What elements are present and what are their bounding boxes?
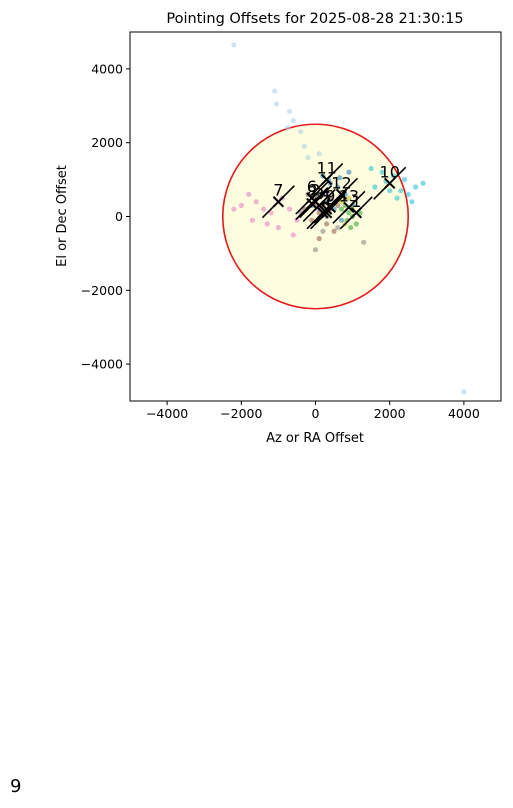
scatter-point [387, 188, 393, 194]
marker-cross [320, 207, 333, 219]
marker-label: 11 [316, 159, 336, 178]
scatter-point [346, 210, 352, 216]
scatter-point [420, 180, 426, 186]
scatter-point [275, 224, 281, 231]
y-tick-label: 2000 [91, 135, 123, 150]
axes: −4000 −2000 0 2000 4000 −4000 −2000 0 2000 4000 [81, 31, 502, 421]
marker-cross [383, 177, 396, 189]
x-tick-label: 2000 [374, 406, 406, 421]
y-tick-label: 0 [115, 209, 123, 224]
scatter-point [272, 88, 278, 94]
scatter-point [401, 177, 408, 183]
x-tick-label: −4000 [146, 406, 188, 421]
scatter-point [290, 117, 296, 124]
scatter-point [253, 199, 259, 205]
scatter-point [361, 239, 367, 245]
scatter-point [290, 232, 296, 238]
scatter-point [309, 217, 315, 223]
y-tick-label: 4000 [91, 61, 123, 76]
scatter-point [338, 217, 345, 223]
scatter-point [338, 206, 345, 212]
scatter-point [335, 202, 341, 209]
y-tick-label: −4000 [81, 357, 123, 372]
marker-cross [320, 173, 333, 186]
scatter-point [316, 151, 322, 157]
scatter-point [409, 199, 415, 205]
scatter-point [327, 195, 333, 201]
plot-area: 12345678910111213 [221, 42, 467, 395]
marker-cross [343, 201, 355, 213]
scatter-point [331, 228, 337, 234]
scatter-point [379, 169, 385, 175]
scatter-point [346, 169, 352, 175]
y-axis-label: El or Dec Offset [55, 165, 70, 267]
scatter-point [338, 199, 345, 205]
scatter-point [398, 188, 404, 194]
marker-label: 9 [325, 186, 335, 205]
scatter-point [353, 221, 359, 227]
scatter-point [298, 129, 304, 135]
scatter-point [286, 108, 293, 114]
page-number: 9 [10, 776, 22, 797]
marker-label: 8 [307, 183, 317, 202]
scatter-point [285, 125, 291, 131]
scatter-point [320, 228, 326, 234]
chart-title: Pointing Offsets for 2025-08-28 21:30:15 [166, 11, 463, 27]
scatter-point [238, 202, 244, 209]
marker-label: 5 [322, 188, 332, 207]
scatter-point [273, 101, 280, 107]
scatter-point [335, 184, 341, 190]
scatter-point [286, 206, 293, 212]
marker-label: 13 [339, 186, 359, 205]
scatter-point [301, 143, 307, 149]
scatter-point [231, 206, 237, 212]
scatter-point [246, 191, 252, 197]
marker-cross [350, 207, 363, 219]
x-tick-label: 4000 [448, 406, 480, 421]
scatter-point [337, 175, 343, 181]
scatter-point [335, 224, 341, 231]
scatter-point [372, 184, 378, 190]
marker-label: 12 [331, 173, 351, 192]
marker-label: 10 [380, 162, 400, 181]
scatter-point [324, 221, 330, 227]
scatter-point [264, 221, 270, 227]
marker-cross [306, 197, 318, 210]
x-axis-label: Az or RA Offset [266, 431, 364, 446]
scatter-point [260, 206, 267, 212]
scatter-point [316, 236, 322, 242]
y-tick-label: −2000 [81, 283, 123, 298]
x-tick-label: 0 [312, 406, 320, 421]
marker-label: 3 [314, 184, 324, 203]
scatter-point [405, 191, 411, 197]
scatter-point [394, 195, 400, 201]
scatter-point [346, 195, 352, 201]
marker-cross [272, 196, 285, 208]
scatter-point [305, 154, 311, 161]
scatter-point [413, 184, 419, 190]
scatter-point [368, 165, 374, 172]
x-tick-label: −2000 [220, 406, 262, 421]
marker-label: 4 [322, 192, 332, 211]
marker-label: 1 [351, 192, 361, 211]
marker-label: 7 [273, 181, 283, 200]
marker-cross [335, 188, 348, 201]
scatter-point [461, 389, 467, 395]
scatter-point [231, 42, 237, 48]
tolerance-circle [221, 123, 410, 310]
marker-label: 6 [307, 177, 317, 196]
scatter-point [312, 247, 319, 253]
marker-cross [324, 201, 337, 213]
scatter-point [249, 217, 256, 223]
scatter-point [348, 224, 354, 231]
